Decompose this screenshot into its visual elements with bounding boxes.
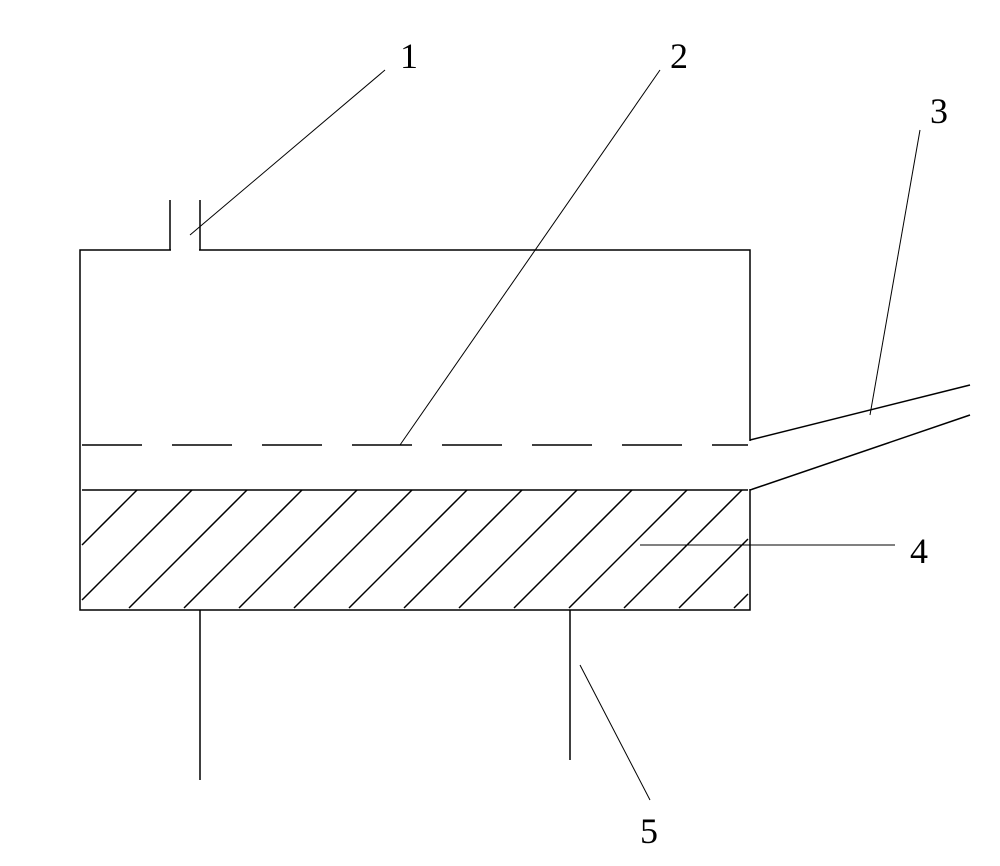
technical-diagram: 1 2 3 4 5 xyxy=(0,0,1000,861)
label-3: 3 xyxy=(930,90,948,132)
label-2: 2 xyxy=(670,35,688,77)
label-4: 4 xyxy=(910,530,928,572)
leader-lines xyxy=(190,70,920,800)
label-1: 1 xyxy=(400,35,418,77)
inlet-port xyxy=(170,200,200,250)
label-5: 5 xyxy=(640,810,658,852)
hatched-region xyxy=(82,490,748,608)
outlet-pipe xyxy=(750,385,970,490)
diagram-svg xyxy=(0,0,1000,861)
